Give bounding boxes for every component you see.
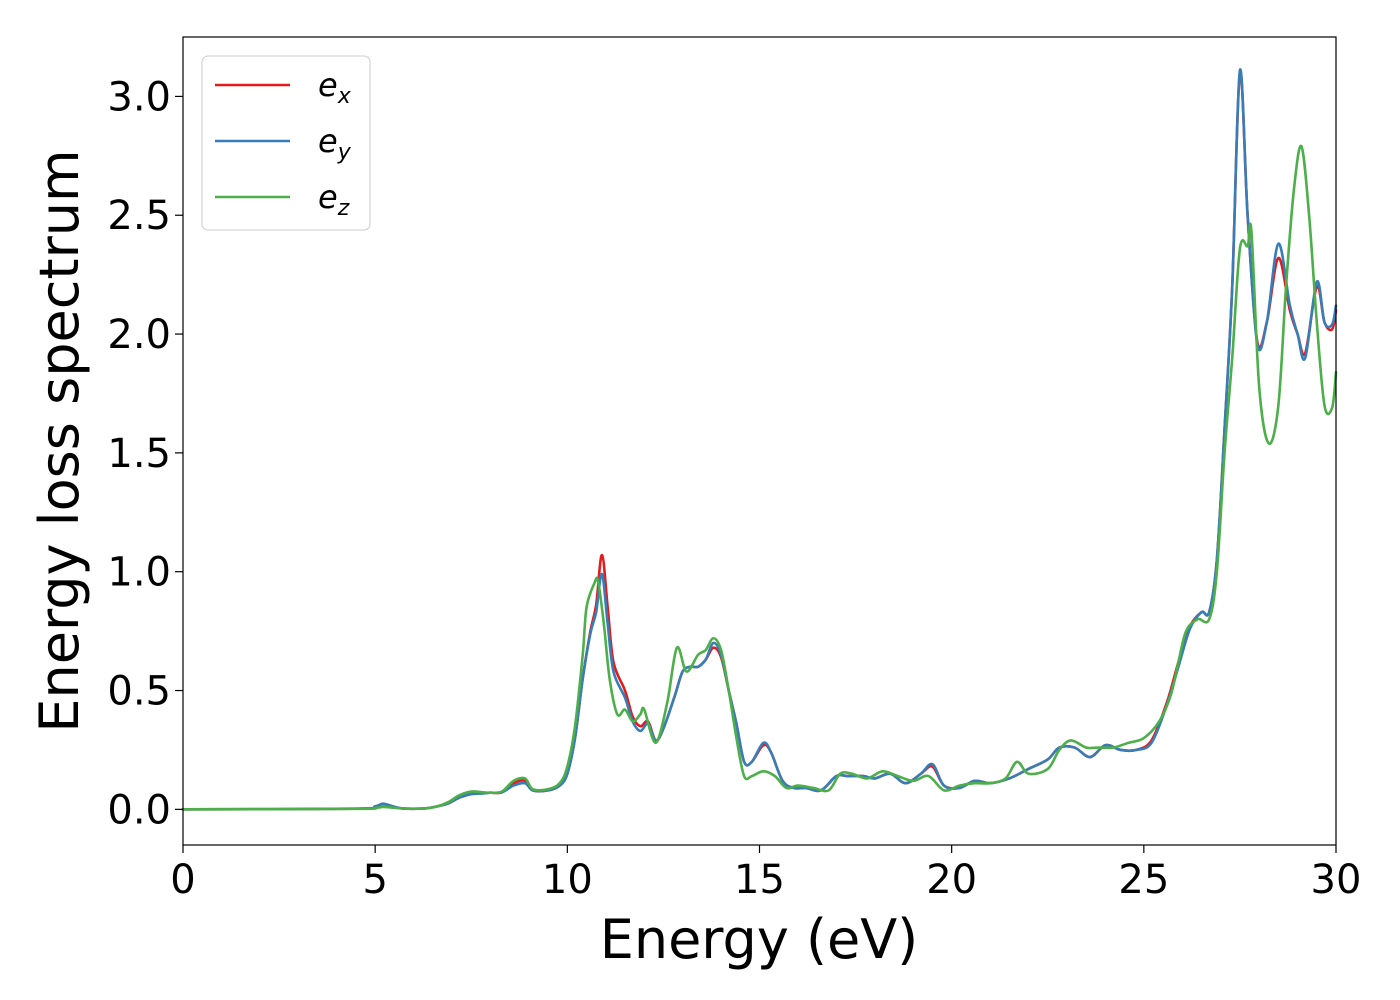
y-tick-label: 2.0 <box>107 312 171 358</box>
legend-box <box>201 55 371 231</box>
x-tick-label: 20 <box>926 857 977 903</box>
x-axis-label: Energy (eV) <box>600 908 919 971</box>
y-axis-label: Energy loss spectrum <box>28 149 91 732</box>
x-tick-label: 10 <box>542 857 593 903</box>
x-tick-label: 15 <box>734 857 785 903</box>
x-tick-label: 5 <box>362 857 387 903</box>
y-tick-label: 0.0 <box>107 787 171 833</box>
y-tick-label: 1.5 <box>107 431 171 477</box>
series-layer <box>181 68 1338 811</box>
x-tick-label: 30 <box>1311 857 1362 903</box>
x-tick-label: 25 <box>1118 857 1169 903</box>
x-axis-ticks: 0 5 10 15 20 25 30 <box>170 845 1361 903</box>
y-tick-label: 1.0 <box>107 550 171 596</box>
y-tick-label: 3.0 <box>107 74 171 120</box>
legend-label-x: ex <box>318 66 352 109</box>
x-tick-label: 0 <box>170 857 195 903</box>
y-tick-label: 2.5 <box>107 193 171 239</box>
series-line-z <box>181 144 1338 811</box>
legend-label-z: ez <box>318 178 350 221</box>
legend: ex ey ez <box>201 55 371 231</box>
legend-label-y: ey <box>318 122 352 165</box>
y-axis-ticks: 0.0 0.5 1.0 1.5 2.0 2.5 3.0 <box>107 74 183 833</box>
y-tick-label: 0.5 <box>107 669 171 715</box>
